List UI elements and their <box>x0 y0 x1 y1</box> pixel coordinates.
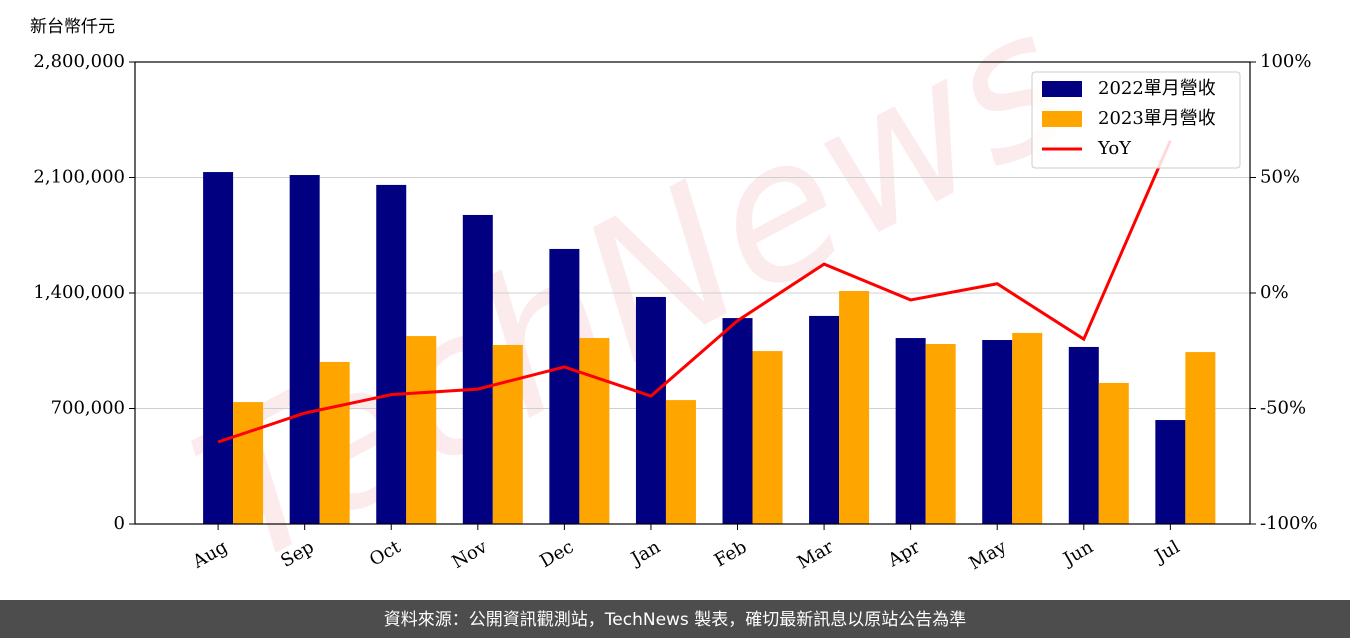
footer-text: 資料來源：公開資訊觀測站，TechNews 製表，確切最新訊息以原站公告為準 <box>384 610 966 630</box>
y2-tick-label: 100% <box>1260 51 1311 72</box>
bar <box>549 248 580 524</box>
x-tick-label: Feb <box>711 536 751 571</box>
y-tick-label: 2,800,000 <box>33 51 125 72</box>
y-tick-label: 2,100,000 <box>33 167 125 188</box>
bar <box>722 318 753 524</box>
y2-tick-label: 0% <box>1260 282 1289 303</box>
bar <box>579 338 610 524</box>
bar <box>319 361 350 524</box>
bar <box>752 351 783 524</box>
bar <box>462 214 493 524</box>
y-tick-label: 0 <box>114 513 125 534</box>
legend-swatch <box>1042 81 1082 97</box>
legend-label: 2023單月營收 <box>1098 108 1216 129</box>
x-tick-label: May <box>966 536 1011 574</box>
legend-label: YoY <box>1097 138 1132 159</box>
bar <box>376 184 407 525</box>
bar <box>1068 346 1099 524</box>
bar <box>839 291 870 524</box>
bar <box>1155 420 1186 524</box>
bar <box>982 340 1013 524</box>
y2-tick-label: -100% <box>1260 513 1318 534</box>
y-tick-label: 1,400,000 <box>33 282 125 303</box>
y-tick-label: 700,000 <box>51 398 125 419</box>
bar <box>233 402 264 524</box>
legend-label: 2022單月營收 <box>1098 78 1216 99</box>
y2-tick-label: 50% <box>1260 167 1300 188</box>
bar <box>492 344 523 524</box>
y2-tick-label: -50% <box>1260 398 1306 419</box>
x-tick-label: Dec <box>536 536 577 572</box>
bar <box>406 336 437 524</box>
x-tick-label: Aug <box>188 536 231 573</box>
legend-swatch <box>1042 111 1082 127</box>
x-tick-label: Nov <box>448 536 491 573</box>
bar <box>925 343 956 524</box>
plot-frame <box>134 61 1251 525</box>
bar <box>1185 352 1216 524</box>
bar <box>203 172 234 524</box>
bar <box>809 315 840 524</box>
x-tick-label: Jul <box>1150 536 1184 568</box>
bar <box>1098 382 1129 524</box>
bar <box>289 175 320 524</box>
bar <box>635 296 666 524</box>
bar <box>895 338 926 524</box>
y-axis-title: 新台幣仟元 <box>30 17 115 37</box>
x-tick-label: Jun <box>1058 536 1097 571</box>
x-tick-label: Jan <box>626 536 664 570</box>
footer-bar <box>0 600 1350 638</box>
legend-box <box>1031 71 1241 169</box>
x-tick-label: Apr <box>884 536 924 571</box>
line <box>217 139 1172 444</box>
bar <box>1012 332 1043 524</box>
bar <box>665 400 696 524</box>
x-tick-label: Mar <box>794 536 838 573</box>
